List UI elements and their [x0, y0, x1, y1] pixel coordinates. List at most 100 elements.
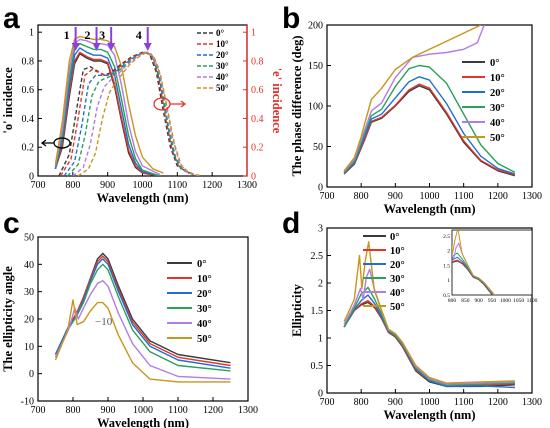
x-tick-label-c: 900 [101, 405, 116, 416]
x-tick-label-c: 1100 [168, 405, 188, 416]
y-tick-label-c: 30 [24, 287, 34, 298]
series-line-a-solid-50deg [54, 35, 164, 174]
series-line-d-solid-30deg [343, 286, 515, 386]
legend-c: 0° 10° 20° 30° 40° 50° [167, 259, 212, 345]
inset-series-line-10deg [452, 259, 494, 295]
marker-arrowhead-1 [71, 43, 80, 51]
inset-d: 800 850 900 950 1000 1050 1100 0.5 1 1.5 2 2.5 [443, 229, 538, 304]
y-tick-label-c: 10 [24, 342, 34, 353]
marker-arrowhead-3 [107, 43, 116, 51]
right-y-tick-label-a: 0.6 [251, 85, 264, 96]
y-tick-label-b: 0 [318, 183, 323, 194]
legend-label-d: 20° [390, 260, 405, 271]
right-y-tick-label-a: 1 [251, 28, 256, 39]
y-axis-label-a: 'o' incidence [1, 67, 15, 134]
y-tick-label-d: 1.5 [311, 306, 324, 317]
x-axis-label-a: Wavelength (nm) [96, 191, 188, 205]
panel-b: b 700 800 900 1000 1100 1200 1300 0 50 100 150 200 Wa… [282, 2, 542, 216]
inset-series-group [452, 230, 496, 295]
y-tick-label-b: 150 [308, 61, 323, 72]
legend-label-d: 50° [390, 302, 405, 313]
x-tick-label-d: 700 [320, 397, 335, 408]
inset-frame [451, 229, 533, 296]
x-tick-label-d: 1200 [488, 397, 508, 408]
series-line-a-solid-20deg [54, 47, 161, 176]
x-tick-label-c: 1000 [133, 405, 153, 416]
series-line-b-solid-30deg [343, 64, 516, 174]
marker-arrowhead-2 [92, 43, 101, 51]
series-line-d-solid-50deg [343, 241, 515, 384]
inset-y-tick-label: 2.5 [443, 234, 450, 240]
legend-label-c: 30° [197, 304, 212, 315]
x-tick-label-c: 1300 [238, 405, 258, 416]
legend-label-d: 0° [390, 232, 399, 243]
x-tick-label-c: 1200 [203, 405, 223, 416]
x-tick-label-d: 900 [388, 397, 403, 408]
y-tick-label-d: 0.5 [311, 361, 324, 372]
legend-label-c: 20° [197, 289, 212, 300]
x-axis-label-c: Wavelength (nm) [97, 416, 189, 428]
x-tick-label-d: 1300 [522, 397, 542, 408]
legend-label-b: 0° [490, 58, 499, 69]
inset-x-tick-label: 950 [488, 298, 497, 304]
x-tick-label-a: 1000 [133, 180, 153, 191]
series-line-b-solid-40deg [343, 25, 485, 173]
y-tick-label-a: 0.8 [22, 56, 35, 67]
x-tick-label-a: 700 [31, 180, 46, 191]
y-tick-label-d: 0 [318, 389, 323, 400]
inset-y-tick-label: 2 [447, 249, 450, 255]
legend-label-c: 10° [197, 274, 212, 285]
x-axis-label-d: Wavelength (nm) [383, 408, 475, 422]
series-line-a-solid-40deg [54, 38, 161, 176]
inset-y-tick-label: 0.5 [443, 293, 450, 299]
x-tick-label-b: 700 [320, 191, 335, 202]
y-axis-label-c: The ellipticity angle [1, 266, 15, 372]
legend-label-a: 0° [216, 28, 225, 38]
series-group-a [54, 35, 202, 176]
series-line-b-solid-50deg [343, 25, 482, 172]
legend-label-b: 50° [490, 133, 505, 144]
x-tick-label-b: 900 [388, 191, 403, 202]
y-axis-label-b: The phase difference (deg) [290, 35, 304, 176]
series-group-c [54, 252, 231, 383]
y-tick-label-c: 20 [24, 315, 34, 326]
x-tick-label-d: 800 [354, 397, 369, 408]
right-y-tick-label-a: 0.2 [251, 143, 264, 154]
legend-label-a: 30° [216, 61, 229, 71]
series-group-d [343, 241, 515, 389]
series-line-a-solid-30deg [54, 43, 161, 176]
legend-label-b: 10° [490, 73, 505, 84]
legend-label-d: 30° [390, 274, 405, 285]
left-axis-indicator-arrow [40, 139, 54, 147]
legend-d: 0° 10° 20° 30° 40° 50° [363, 232, 405, 313]
legend-label-c: 0° [197, 259, 206, 270]
x-tick-label-a: 800 [65, 180, 80, 191]
right-axis-label-a: 'e' incidence [270, 68, 284, 134]
y-axis-label-d: Ellipticity [290, 283, 304, 337]
series-line-d-solid-10deg [343, 299, 515, 387]
panel-label-c: c [3, 207, 20, 240]
legend-label-a: 10° [216, 39, 229, 49]
x-axis-label-b: Wavelength (nm) [383, 202, 475, 216]
y-tick-label-d: 1 [318, 334, 323, 345]
legend-label-b: 40° [490, 118, 505, 129]
series-line-a-dashed-30deg [67, 51, 197, 176]
panel-label-a: a [3, 2, 20, 35]
series-line-a-dashed-50deg [77, 51, 202, 176]
panel-label-b: b [282, 2, 300, 35]
x-tick-label-c: 700 [31, 405, 46, 416]
legend-a: 0°10°20°30°40°50° [197, 28, 229, 93]
x-tick-label-b: 1100 [454, 191, 474, 202]
x-tick-label-b: 1300 [522, 191, 542, 202]
x-tick-label-a: 1200 [202, 180, 222, 191]
inset-x-tick-label: 1000 [500, 298, 511, 304]
panel-label-d: d [282, 207, 300, 240]
panel-d: d 700 800 900 1000 1100 1200 1300 0 0.5 1 1.5 2 2.5 3 W… [282, 207, 542, 422]
series-line-b-solid-20deg [343, 76, 516, 175]
inset-x-tick-label: 900 [475, 298, 484, 304]
y-tick-label-d: 3 [318, 224, 323, 235]
y-tick-label-c: 40 [24, 260, 34, 271]
panel-c: c 700 800 900 1000 1100 1200 1300 -10 0 10 20 30 40 50… [1, 207, 258, 428]
